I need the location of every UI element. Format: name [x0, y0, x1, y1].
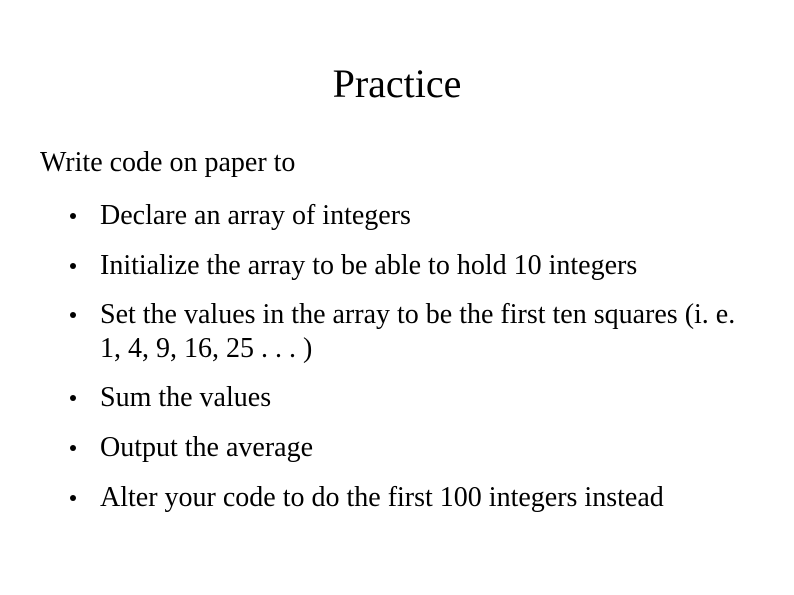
list-item: Initialize the array to be able to hold … — [70, 249, 754, 283]
intro-text: Write code on paper to — [40, 147, 754, 179]
list-item: Output the average — [70, 431, 754, 465]
list-item: Sum the values — [70, 381, 754, 415]
list-item: Alter your code to do the first 100 inte… — [70, 481, 754, 515]
list-item: Declare an array of integers — [70, 199, 754, 233]
slide-title: Practice — [40, 60, 754, 107]
list-item: Set the values in the array to be the fi… — [70, 298, 754, 365]
bullet-list: Declare an array of integers Initialize … — [40, 199, 754, 514]
